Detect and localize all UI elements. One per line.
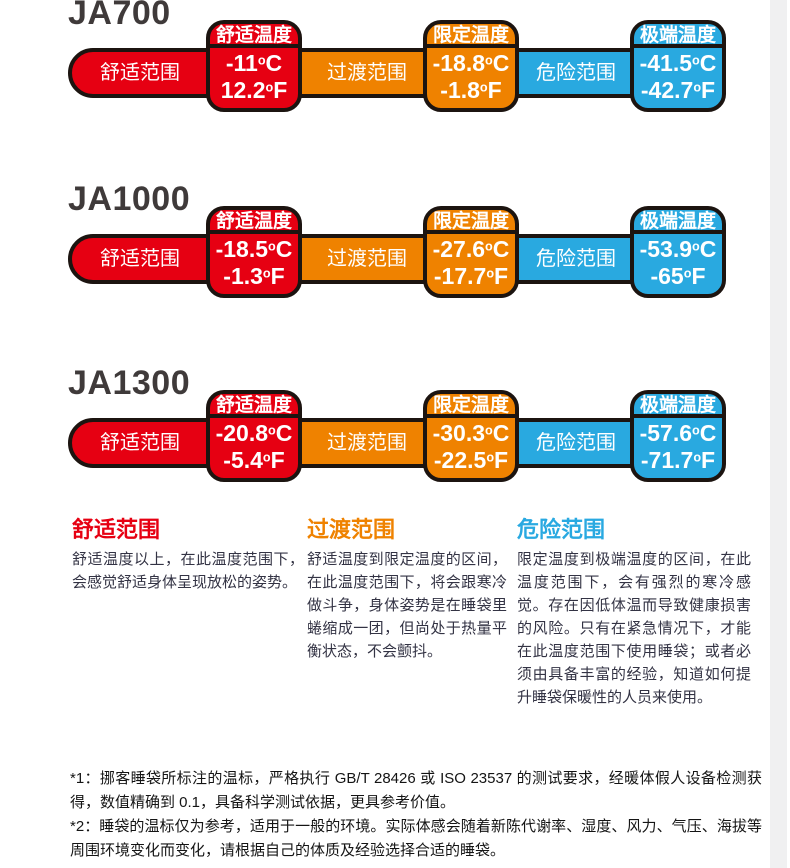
temp-celsius: -18.5oC [215,236,293,262]
temp-fahrenheit: -5.4oF [223,447,285,473]
temperature-range-bar: 舒适范围 过渡范围 危险范围 [68,48,726,98]
temp-celsius: -30.3oC [432,420,510,446]
badge-values: -27.6oC -17.7oF [427,234,515,290]
temp-fahrenheit: -1.8oF [440,77,502,103]
badge-title: 限定温度 [427,210,515,234]
temp-celsius: -20.8oC [215,420,293,446]
model-title: JA1000 [68,180,191,218]
model-row-ja1300: JA1300 舒适范围 过渡范围 危险范围 舒适温度 -20.8oC -5.4o… [0,364,770,502]
badge-title: 极端温度 [634,210,722,234]
badge-comfort-temperature: 舒适温度 -20.8oC -5.4oF [206,390,302,482]
temp-celsius: -53.9oC [639,236,717,262]
badge-values: -18.8oC -1.8oF [427,48,515,104]
temp-fahrenheit: -42.7oF [640,77,716,103]
badge-title: 限定温度 [427,394,515,418]
bar-segment-label-comfort: 舒适范围 [100,248,180,270]
badge-values: -18.5oC -1.3oF [210,234,298,290]
temp-celsius: -27.6oC [432,236,510,262]
footnote-1: *1：挪客睡袋所标注的温标，严格执行 GB/T 28426 或 ISO 2353… [70,770,762,811]
temp-fahrenheit: -71.7oF [640,447,716,473]
bar-segment-label-comfort: 舒适范围 [100,432,180,454]
temp-celsius: -18.8oC [432,50,510,76]
bar-segment-label-danger: 危险范围 [536,432,616,454]
model-row-ja700: JA700 舒适范围 过渡范围 危险范围 舒适温度 -11oC 12.2oF 限… [0,0,770,132]
badge-extreme-temperature: 极端温度 -41.5oC -42.7oF [630,20,726,112]
badge-values: -57.6oC -71.7oF [634,418,722,474]
legend-title-comfort: 舒适范围 [72,517,161,542]
temp-fahrenheit: -65oF [650,263,706,289]
badge-limit-temperature: 限定温度 -27.6oC -17.7oF [423,206,519,298]
badge-values: -20.8oC -5.4oF [210,418,298,474]
bar-segment-label-danger: 危险范围 [536,62,616,84]
legend-danger-range: 危险范围 限定温度到极端温度的区间，在此温度范围下，会有强烈的寒冷感觉。存在因低… [517,516,751,709]
page-side-strip [770,0,787,868]
temp-celsius: -57.6oC [639,420,717,446]
temp-fahrenheit: 12.2oF [220,77,288,103]
temperature-range-bar: 舒适范围 过渡范围 危险范围 [68,234,726,284]
badge-comfort-temperature: 舒适温度 -11oC 12.2oF [206,20,302,112]
model-title: JA700 [68,0,171,32]
temperature-range-bar: 舒适范围 过渡范围 危险范围 [68,418,726,468]
temp-celsius: -11oC [225,50,283,76]
legend-text-danger: 限定温度到极端温度的区间，在此温度范围下，会有强烈的寒冷感觉。存在因低体温而导致… [517,551,751,706]
legend-title-transition: 过渡范围 [307,517,396,542]
badge-title: 限定温度 [427,24,515,48]
bar-segment-label-transition: 过渡范围 [327,248,407,270]
temp-fahrenheit: -17.7oF [433,263,509,289]
bar-segment-label-comfort: 舒适范围 [100,62,180,84]
badge-title: 极端温度 [634,394,722,418]
bar-segment-label-transition: 过渡范围 [327,432,407,454]
legend-title-danger: 危险范围 [517,517,606,542]
badge-title: 舒适温度 [210,394,298,418]
legend-transition-range: 过渡范围 舒适温度到限定温度的区间，在此温度范围下，将会跟寒冷做斗争，身体姿势是… [307,516,507,663]
badge-limit-temperature: 限定温度 -30.3oC -22.5oF [423,390,519,482]
temp-celsius: -41.5oC [639,50,717,76]
badge-extreme-temperature: 极端温度 -53.9oC -65oF [630,206,726,298]
badge-title: 极端温度 [634,24,722,48]
temp-fahrenheit: -1.3oF [223,263,285,289]
badge-values: -11oC 12.2oF [210,48,298,104]
temp-fahrenheit: -22.5oF [433,447,509,473]
badge-values: -30.3oC -22.5oF [427,418,515,474]
badge-values: -53.9oC -65oF [634,234,722,290]
model-title: JA1300 [68,364,191,402]
badge-comfort-temperature: 舒适温度 -18.5oC -1.3oF [206,206,302,298]
range-descriptions: 舒适范围 舒适温度以上，在此温度范围下，会感觉舒适身体呈现放松的姿势。 过渡范围… [0,516,770,761]
badge-extreme-temperature: 极端温度 -57.6oC -71.7oF [630,390,726,482]
footnote-2: *2：睡袋的温标仅为参考，适用于一般的环境。实际体感会随着新陈代谢率、湿度、风力… [70,818,762,859]
bar-segment-label-transition: 过渡范围 [327,62,407,84]
model-row-ja1000: JA1000 舒适范围 过渡范围 危险范围 舒适温度 -18.5oC -1.3o… [0,180,770,318]
legend-comfort-range: 舒适范围 舒适温度以上，在此温度范围下，会感觉舒适身体呈现放松的姿势。 [72,516,304,594]
bar-segment-label-danger: 危险范围 [536,248,616,270]
badge-title: 舒适温度 [210,210,298,234]
badge-limit-temperature: 限定温度 -18.8oC -1.8oF [423,20,519,112]
legend-text-transition: 舒适温度到限定温度的区间，在此温度范围下，将会跟寒冷做斗争，身体姿势是在睡袋里蜷… [307,551,507,660]
legend-text-comfort: 舒适温度以上，在此温度范围下，会感觉舒适身体呈现放松的姿势。 [72,551,304,591]
badge-values: -41.5oC -42.7oF [634,48,722,104]
badge-title: 舒适温度 [210,24,298,48]
